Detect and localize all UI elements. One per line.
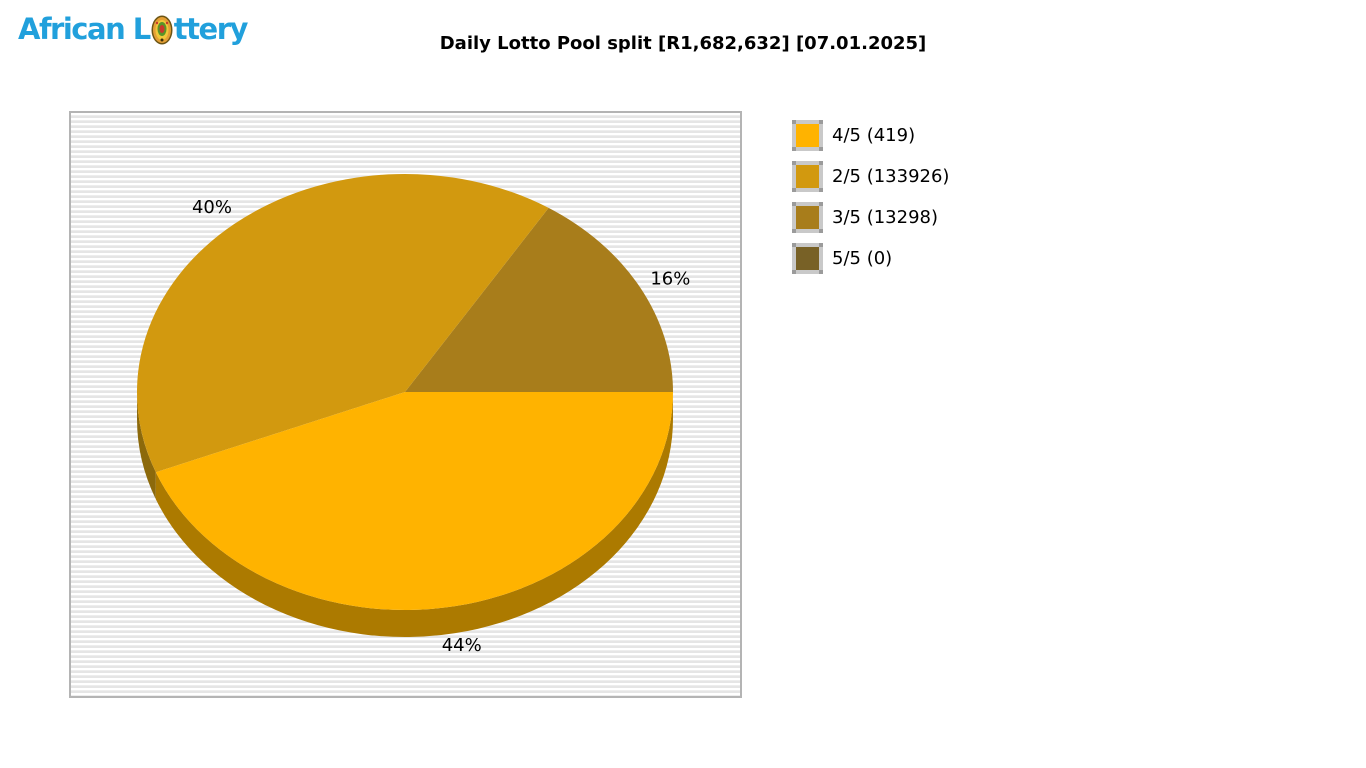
legend-swatch-2-5	[792, 161, 823, 192]
logo-text-before: African L	[18, 12, 151, 46]
pie-percent-label: 16%	[650, 268, 690, 289]
pie-chart: 16% 40% 44%	[137, 174, 690, 656]
legend-label: 4/5 (419)	[832, 125, 916, 146]
legend-item: 3/5 (13298)	[792, 202, 949, 233]
legend-label: 5/5 (0)	[832, 248, 893, 269]
legend-label: 3/5 (13298)	[832, 207, 938, 228]
pie-slice-2-5	[137, 174, 549, 473]
pie-chart-area: 16% 40% 44%	[69, 111, 742, 698]
legend-swatch-4-5	[792, 120, 823, 151]
legend-item: 2/5 (133926)	[792, 161, 949, 192]
chart-title: Daily Lotto Pool split [R1,682,632] [07.…	[439, 33, 927, 54]
app-logo[interactable]: African L ttery	[18, 12, 249, 56]
legend: 4/5 (419) 2/5 (133926) 3/5 (13298) 5/5 (…	[792, 120, 949, 284]
pie-side-2-5	[137, 392, 156, 500]
pie-percent-label: 44%	[442, 635, 482, 656]
legend-swatch-5-5	[792, 243, 823, 274]
legend-swatch-3-5	[792, 202, 823, 233]
pie-slice-3-5	[405, 207, 673, 392]
pie-slice-4-5	[155, 392, 674, 610]
legend-item: 5/5 (0)	[792, 243, 949, 274]
legend-label: 2/5 (133926)	[832, 166, 950, 187]
pie-percent-label: 40%	[192, 197, 232, 218]
lottery-ball-icon	[151, 15, 173, 52]
legend-item: 4/5 (419)	[792, 120, 949, 151]
logo-text-after: ttery	[173, 12, 249, 46]
